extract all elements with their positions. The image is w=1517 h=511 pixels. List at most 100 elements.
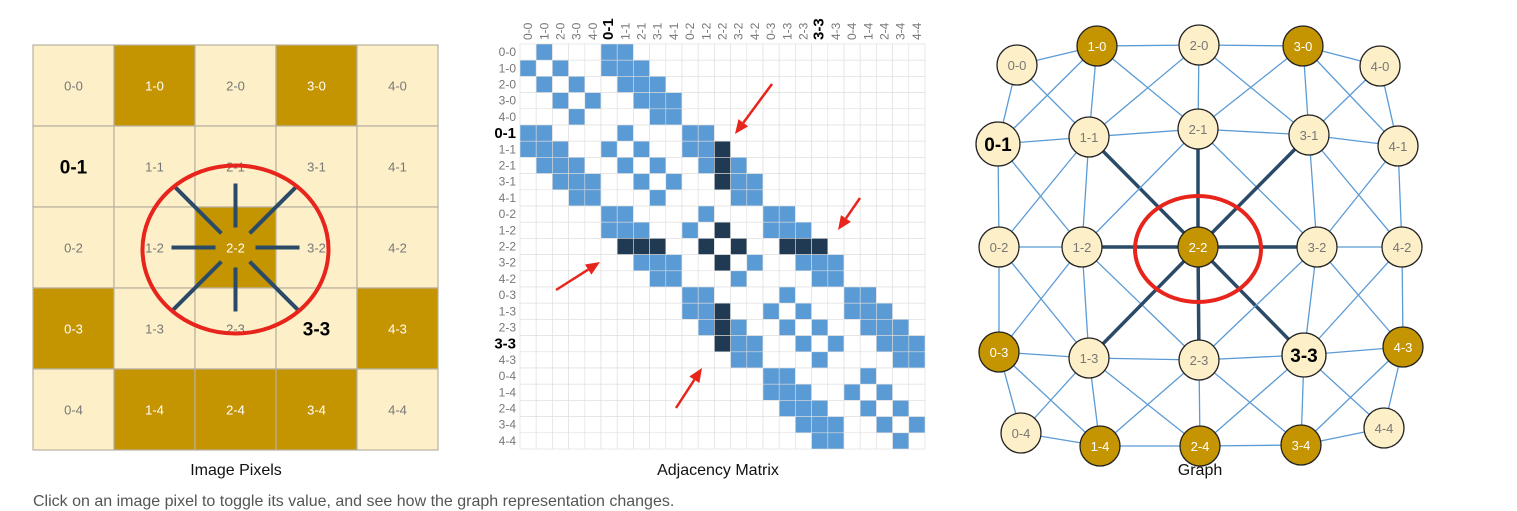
matrix-cell[interactable] [714,416,731,434]
matrix-cell[interactable] [876,302,893,320]
matrix-cell[interactable] [714,76,731,93]
matrix-cell[interactable] [908,221,926,239]
matrix-cell[interactable] [843,319,861,336]
matrix-cell[interactable] [584,335,602,353]
matrix-cell[interactable] [600,416,618,434]
graph-node-1-4[interactable] [1079,425,1121,467]
matrix-cell[interactable] [746,140,764,158]
matrix-cell[interactable] [535,173,553,191]
matrix-cell[interactable] [730,140,748,158]
matrix-cell[interactable] [827,319,845,336]
matrix-cell[interactable] [616,173,634,191]
matrix-cell[interactable] [827,140,845,158]
matrix-cell[interactable] [697,76,715,93]
matrix-cell[interactable] [795,335,812,353]
matrix-cell[interactable] [795,173,812,191]
matrix-cell[interactable] [681,319,699,336]
matrix-cell[interactable] [762,157,780,174]
matrix-cell[interactable] [616,76,634,93]
matrix-cell[interactable] [730,238,748,255]
matrix-cell[interactable] [762,205,780,223]
matrix-cell[interactable] [762,189,780,207]
matrix-cell[interactable] [908,124,926,142]
matrix-cell[interactable] [535,108,553,126]
pixel-2-0[interactable] [194,44,277,127]
matrix-cell[interactable] [616,432,634,450]
matrix-cell[interactable] [568,92,586,110]
matrix-cell[interactable] [746,76,764,93]
matrix-cell[interactable] [535,221,553,239]
matrix-cell[interactable] [778,286,796,304]
matrix-cell[interactable] [535,383,553,401]
matrix-cell[interactable] [778,335,796,353]
matrix-cell[interactable] [908,335,926,353]
matrix-cell[interactable] [746,302,764,320]
matrix-cell[interactable] [859,108,877,126]
matrix-cell[interactable] [892,238,910,255]
matrix-cell[interactable] [633,92,650,110]
matrix-cell[interactable] [519,221,537,239]
matrix-cell[interactable] [552,319,569,336]
matrix-cell[interactable] [665,367,683,385]
matrix-cell[interactable] [714,173,731,191]
matrix-cell[interactable] [843,383,861,401]
matrix-cell[interactable] [568,351,586,369]
matrix-cell[interactable] [795,76,812,93]
matrix-cell[interactable] [827,43,845,61]
matrix-cell[interactable] [714,238,731,255]
matrix-cell[interactable] [876,173,893,191]
matrix-cell[interactable] [811,108,829,126]
matrix-cell[interactable] [697,221,715,239]
matrix-cell[interactable] [714,221,731,239]
matrix-cell[interactable] [697,432,715,450]
matrix-cell[interactable] [600,221,618,239]
matrix-cell[interactable] [714,140,731,158]
matrix-cell[interactable] [908,76,926,93]
matrix-cell[interactable] [552,254,569,272]
matrix-cell[interactable] [600,43,618,61]
matrix-cell[interactable] [795,400,812,417]
matrix-cell[interactable] [697,335,715,353]
matrix-cell[interactable] [892,221,910,239]
matrix-cell[interactable] [697,286,715,304]
matrix-cell[interactable] [762,416,780,434]
matrix-cell[interactable] [795,43,812,61]
matrix-cell[interactable] [892,59,910,77]
matrix-cell[interactable] [892,76,910,93]
matrix-cell[interactable] [633,221,650,239]
matrix-cell[interactable] [730,76,748,93]
matrix-cell[interactable] [649,140,667,158]
matrix-cell[interactable] [762,124,780,142]
matrix-cell[interactable] [908,416,926,434]
matrix-cell[interactable] [876,319,893,336]
matrix-cell[interactable] [568,59,586,77]
matrix-cell[interactable] [892,205,910,223]
matrix-cell[interactable] [859,92,877,110]
matrix-cell[interactable] [827,189,845,207]
matrix-cell[interactable] [827,270,845,288]
matrix-cell[interactable] [633,238,650,255]
matrix-cell[interactable] [892,400,910,417]
matrix-cell[interactable] [552,76,569,93]
matrix-cell[interactable] [827,59,845,77]
matrix-cell[interactable] [714,400,731,417]
matrix-cell[interactable] [730,173,748,191]
matrix-cell[interactable] [762,238,780,255]
matrix-cell[interactable] [584,351,602,369]
matrix-cell[interactable] [519,254,537,272]
matrix-cell[interactable] [535,400,553,417]
matrix-cell[interactable] [616,286,634,304]
pixel-1-4[interactable] [113,368,196,451]
matrix-cell[interactable] [697,189,715,207]
matrix-cell[interactable] [795,383,812,401]
matrix-cell[interactable] [552,92,569,110]
matrix-cell[interactable] [762,319,780,336]
matrix-cell[interactable] [697,173,715,191]
matrix-cell[interactable] [746,400,764,417]
matrix-cell[interactable] [730,221,748,239]
matrix-cell[interactable] [859,367,877,385]
matrix-cell[interactable] [843,124,861,142]
matrix-cell[interactable] [778,367,796,385]
pixel-3-0[interactable] [275,44,358,127]
matrix-cell[interactable] [730,59,748,77]
